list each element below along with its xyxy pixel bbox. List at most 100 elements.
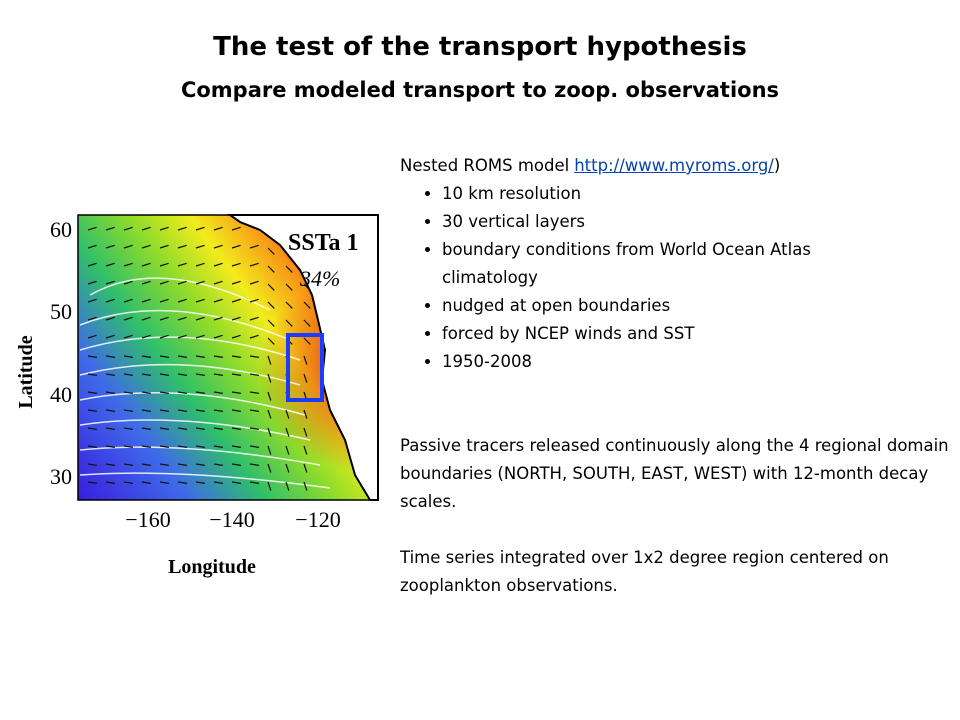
arrow bbox=[285, 319, 293, 327]
arrow bbox=[267, 391, 272, 401]
arrow bbox=[195, 298, 205, 303]
arrow bbox=[213, 262, 223, 267]
title: The test of the transport hypothesis bbox=[213, 32, 747, 62]
arrow bbox=[267, 463, 272, 473]
arrow bbox=[159, 427, 169, 430]
arrow bbox=[249, 316, 259, 321]
arrow bbox=[195, 391, 205, 394]
arrow bbox=[105, 226, 115, 231]
arrow bbox=[285, 481, 290, 491]
arrow bbox=[285, 283, 293, 291]
arrow bbox=[213, 391, 223, 394]
arrow bbox=[213, 373, 223, 376]
arrow bbox=[195, 409, 205, 412]
arrow bbox=[195, 226, 205, 231]
y-tick-label: 60 bbox=[50, 217, 72, 242]
bullet: forced by NCEP winds and SST bbox=[442, 320, 887, 348]
arrow bbox=[105, 391, 115, 394]
arrow bbox=[249, 262, 259, 267]
arrow bbox=[213, 427, 223, 430]
velocity-arrows bbox=[87, 226, 311, 491]
arrow bbox=[123, 244, 133, 249]
arrow bbox=[123, 445, 133, 448]
arrow bbox=[231, 445, 241, 448]
arrow bbox=[303, 427, 308, 437]
arrow bbox=[177, 409, 187, 412]
arrow bbox=[195, 244, 205, 249]
y-tick-label: 30 bbox=[50, 464, 72, 489]
arrow bbox=[141, 298, 151, 303]
arrow bbox=[249, 463, 259, 466]
arrow bbox=[231, 334, 241, 339]
arrow bbox=[123, 463, 133, 466]
arrow bbox=[177, 280, 187, 285]
arrow bbox=[87, 226, 97, 231]
arrow bbox=[213, 334, 223, 339]
arrow bbox=[141, 244, 151, 249]
arrow bbox=[141, 391, 151, 394]
arrow bbox=[87, 373, 97, 376]
arrow bbox=[177, 481, 187, 484]
arrow bbox=[105, 427, 115, 430]
arrow bbox=[249, 355, 259, 358]
paragraph: Passive tracers released continuously al… bbox=[400, 436, 949, 511]
arrow bbox=[249, 409, 259, 412]
intro-trail: ) bbox=[773, 156, 781, 175]
arrow bbox=[267, 427, 272, 437]
arrow bbox=[87, 481, 97, 484]
arrow bbox=[141, 463, 151, 466]
arrow bbox=[105, 445, 115, 448]
arrow bbox=[267, 355, 272, 365]
arrow bbox=[123, 409, 133, 412]
arrow bbox=[123, 298, 133, 303]
plot-frame bbox=[77, 214, 379, 501]
arrow bbox=[159, 373, 169, 376]
arrow bbox=[267, 481, 272, 491]
arrow bbox=[195, 355, 205, 358]
link[interactable]: http://www.myroms.org/ bbox=[574, 156, 774, 175]
arrow bbox=[141, 409, 151, 412]
arrow bbox=[285, 463, 290, 473]
arrow bbox=[213, 316, 223, 321]
arrow bbox=[177, 391, 187, 394]
arrow bbox=[213, 481, 223, 484]
arrow bbox=[213, 409, 223, 412]
arrow bbox=[177, 262, 187, 267]
arrow bbox=[249, 334, 259, 339]
x-tick-label: −120 bbox=[295, 507, 340, 532]
arrow bbox=[267, 445, 272, 455]
arrow bbox=[195, 280, 205, 285]
arrow bbox=[177, 298, 187, 303]
arrow bbox=[177, 334, 187, 339]
arrow bbox=[159, 262, 169, 267]
arrow bbox=[231, 262, 241, 267]
arrow bbox=[195, 334, 205, 339]
x-axis-label: Longitude bbox=[168, 556, 256, 578]
arrow bbox=[105, 334, 115, 339]
intro-lead: Nested ROMS model bbox=[400, 156, 570, 175]
arrow bbox=[177, 427, 187, 430]
arrow bbox=[267, 247, 275, 255]
y-tick-label: 40 bbox=[50, 382, 72, 407]
arrow bbox=[303, 445, 308, 455]
arrow bbox=[87, 355, 97, 358]
arrow bbox=[141, 373, 151, 376]
arrow bbox=[285, 301, 293, 309]
y-tick-label: 50 bbox=[50, 299, 72, 324]
arrow bbox=[177, 244, 187, 249]
arrow bbox=[195, 373, 205, 376]
intro: Nested ROMS model http://www.myroms.org/) bbox=[400, 152, 950, 180]
arrow bbox=[267, 337, 275, 345]
arrow bbox=[231, 355, 241, 358]
arrow bbox=[141, 262, 151, 267]
arrow bbox=[141, 226, 151, 231]
arrow bbox=[267, 373, 272, 383]
arrow bbox=[123, 334, 133, 339]
arrow bbox=[249, 427, 259, 430]
x-tick-label: −140 bbox=[209, 507, 254, 532]
arrow bbox=[105, 280, 115, 285]
arrow bbox=[267, 319, 275, 327]
arrow bbox=[105, 298, 115, 303]
